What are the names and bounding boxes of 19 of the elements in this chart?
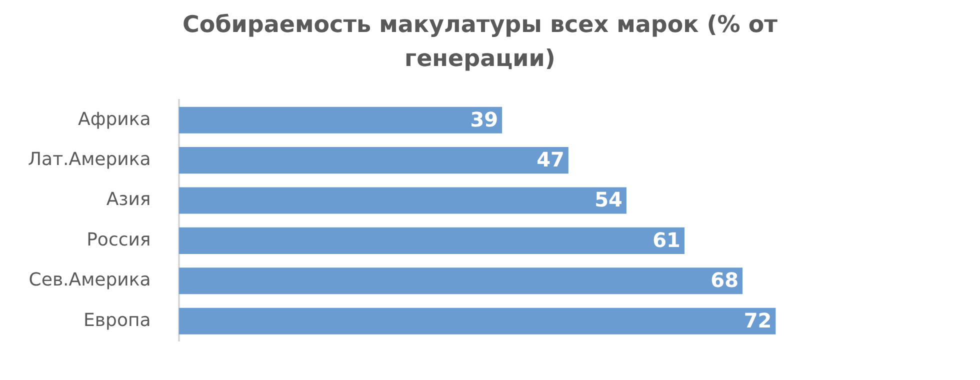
bar	[178, 308, 776, 334]
data-label: 68	[710, 268, 739, 292]
data-label: 72	[744, 308, 772, 332]
bar	[178, 187, 626, 214]
bar	[178, 106, 502, 134]
y-tick-label: Лат.Америка	[28, 148, 151, 170]
y-tick-label: Сев.Америка	[28, 270, 151, 291]
data-label: 61	[652, 228, 680, 252]
y-tick-label: Африка	[78, 108, 151, 130]
data-label: 54	[594, 188, 622, 212]
y-tick-label: Европа	[84, 310, 151, 331]
chart-title: Собираемость макулатуры всех марок (% от генерации)	[182, 11, 778, 74]
y-tick-label: Азия	[106, 189, 151, 210]
data-label: 39	[470, 107, 498, 132]
data-label: 47	[536, 148, 564, 172]
bar	[178, 268, 743, 294]
bar	[178, 147, 568, 174]
bar	[178, 227, 684, 254]
y-tick-label: Россия	[86, 229, 151, 250]
